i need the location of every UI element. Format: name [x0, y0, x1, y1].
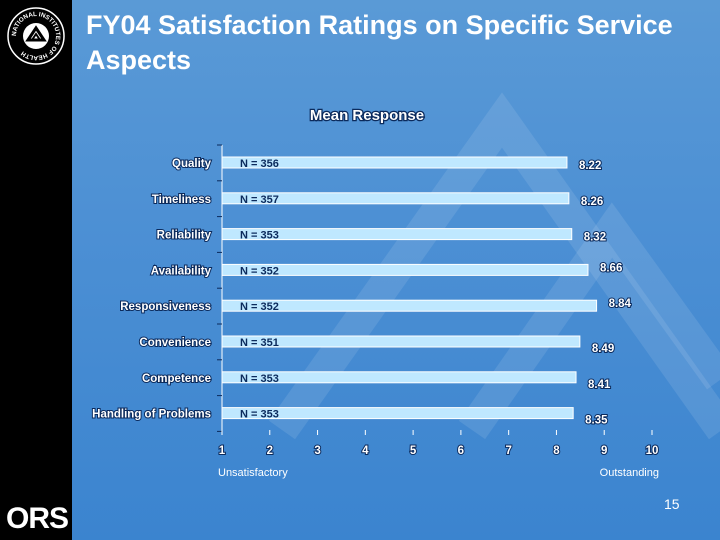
category-label: Availability — [151, 265, 212, 277]
x-tick-label: 9 — [601, 445, 607, 457]
value-label: 8.26 — [581, 196, 603, 208]
chart-title: Mean Response — [310, 107, 424, 124]
n-label: N = 351 — [240, 337, 279, 349]
value-label: 8.66 — [600, 262, 622, 274]
bar — [221, 228, 573, 241]
n-label: N = 353 — [240, 230, 279, 242]
n-label: N = 352 — [240, 265, 279, 277]
x-tick-label: 7 — [505, 445, 511, 457]
x-tick-label: 10 — [646, 445, 659, 457]
category-label: Competence — [142, 373, 211, 385]
value-label: 8.35 — [585, 415, 608, 427]
x-label-outstanding: Outstanding — [600, 467, 659, 479]
value-label: 8.32 — [584, 232, 606, 244]
bar — [221, 371, 577, 384]
category-label: Timeliness — [152, 194, 211, 206]
background-triangles — [268, 92, 720, 440]
value-label: 8.49 — [592, 343, 614, 355]
x-label-unsatisfactory: Unsatisfactory — [218, 467, 288, 479]
x-tick-label: 6 — [458, 445, 464, 457]
n-label: N = 353 — [240, 373, 279, 385]
bar — [221, 263, 589, 276]
x-tick-label: 8 — [553, 445, 560, 457]
bar — [221, 156, 568, 169]
bar — [221, 192, 570, 205]
n-label: N = 353 — [240, 409, 279, 421]
category-label: Quality — [172, 158, 212, 170]
bar — [221, 407, 574, 420]
category-label: Responsiveness — [120, 301, 211, 313]
x-tick-label: 3 — [314, 445, 320, 457]
x-tick-label: 4 — [362, 445, 369, 457]
n-label: N = 357 — [240, 194, 279, 206]
bar — [221, 335, 581, 348]
category-label: Handling of Problems — [92, 409, 211, 421]
value-label: 8.22 — [579, 160, 601, 172]
category-label: Reliability — [157, 230, 212, 242]
n-label: N = 352 — [240, 301, 279, 313]
x-tick-label: 1 — [219, 445, 226, 457]
nih-seal-logo: NATIONAL INSTITUTES OF HEALTH — [7, 7, 65, 65]
x-tick-label: 2 — [267, 445, 273, 457]
value-label: 8.84 — [609, 298, 632, 310]
ors-logo: ORS — [6, 502, 69, 535]
category-label: Convenience — [139, 337, 211, 349]
value-label: 8.41 — [588, 379, 611, 391]
sidebar: NATIONAL INSTITUTES OF HEALTH ORS — [0, 0, 72, 540]
slide-number: 15 — [664, 496, 680, 512]
bar — [221, 299, 598, 312]
n-label: N = 356 — [240, 158, 279, 170]
slide-title: FY04 Satisfaction Ratings on Specific Se… — [86, 10, 673, 75]
x-tick-label: 5 — [410, 445, 417, 457]
